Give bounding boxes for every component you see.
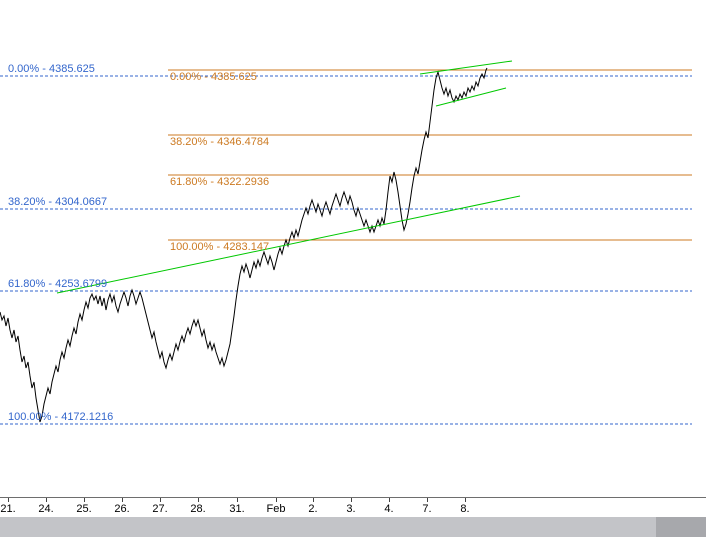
x-axis-tick (198, 498, 199, 502)
fib-label-orange-38: 38.20% - 4346.4784 (170, 136, 270, 148)
x-axis-tick (46, 498, 47, 502)
fib-label-blue-100: 100.00% - 4172.1216 (8, 411, 114, 423)
x-axis-label-0: 21. (0, 503, 16, 515)
x-axis: 21. 24. 25. 26. 27. 28. 31. Feb 2. 3. 4. 7. 8. (0, 497, 706, 517)
fib-label-orange-100: 100.00% - 4283.147 (170, 241, 270, 253)
x-axis-label-11: 7. (422, 503, 432, 515)
x-axis-label-10: 4. (384, 503, 394, 515)
x-axis-tick (465, 498, 466, 502)
fib-label-orange-0: 0.00% - 4385.625 (170, 71, 257, 83)
x-axis-tick (313, 498, 314, 502)
fib-label-orange-61: 61.80% - 4322.2936 (170, 176, 270, 188)
x-axis-tick (351, 498, 352, 502)
x-axis-tick (389, 498, 390, 502)
chart-canvas (0, 60, 692, 425)
x-axis-label-5: 28. (190, 503, 206, 515)
x-axis-label-7: Feb (266, 503, 286, 515)
x-axis-label-6: 31. (229, 503, 245, 515)
x-axis-tick (122, 498, 123, 502)
x-axis-tick (427, 498, 428, 502)
x-axis-label-3: 26. (114, 503, 130, 515)
upper-channel-line (419, 60, 513, 75)
lower-channel-line (435, 87, 507, 107)
price-line (0, 67, 488, 423)
fib-label-blue-0: 0.00% - 4385.625 (8, 63, 95, 75)
price-chart-area[interactable]: 0.00% - 4385.625 38.20% - 4304.0667 61.8… (0, 0, 706, 497)
fib-label-blue-38: 38.20% - 4304.0667 (8, 196, 108, 208)
x-axis-tick (160, 498, 161, 502)
x-axis-tick (8, 498, 9, 502)
x-axis-tick (84, 498, 85, 502)
x-axis-tick (237, 498, 238, 502)
x-axis-label-1: 24. (38, 503, 54, 515)
x-axis-label-8: 2. (308, 503, 318, 515)
x-axis-label-9: 3. (346, 503, 356, 515)
fib-label-blue-61: 61.80% - 4253.6799 (8, 278, 108, 290)
x-axis-tick (276, 498, 277, 502)
status-bar-resize-area (656, 517, 706, 537)
x-axis-label-2: 25. (76, 503, 92, 515)
status-bar (0, 517, 706, 537)
x-axis-label-12: 8. (460, 503, 470, 515)
long-uptrend-line (56, 195, 521, 294)
x-axis-label-4: 27. (152, 503, 168, 515)
